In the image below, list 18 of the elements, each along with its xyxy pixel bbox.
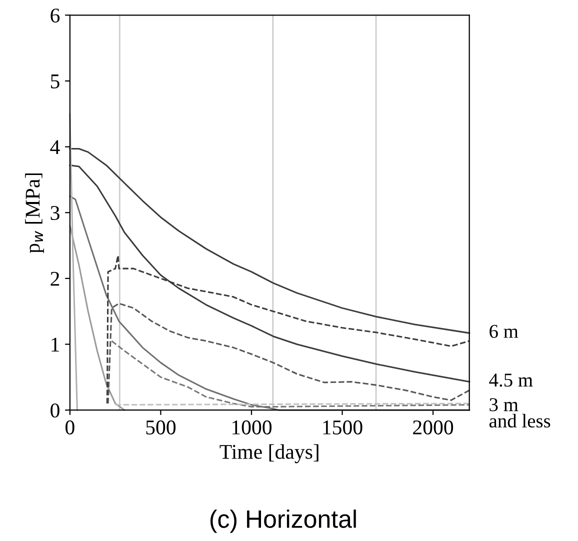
y-axis-title: p$_{w}$ [MPa] <box>25 173 44 254</box>
series-label: 6 m <box>490 324 518 338</box>
x-axis-title: Time [days] <box>220 444 318 464</box>
x-tick-label: 1500 <box>323 420 362 434</box>
y-tick-label: 0 <box>50 403 60 418</box>
x-tick-label: 2000 <box>413 420 454 434</box>
series-label: 4.5 m <box>489 374 533 387</box>
series-label: 3 m and less <box>489 398 550 428</box>
x-tick-label: 500 <box>146 420 176 434</box>
x-tick-label: 1000 <box>232 420 272 434</box>
x-tick-label: 0 <box>66 420 74 434</box>
y-tick-label: 4 <box>50 140 60 154</box>
y-tick-label: 5 <box>51 74 60 88</box>
y-tick-label: 3 <box>50 206 60 220</box>
y-tick-label: 6 <box>50 8 60 23</box>
y-tick-label: 2 <box>50 272 60 286</box>
y-tick-label: 1 <box>52 338 59 352</box>
text: (c) Horizontal <box>210 510 356 533</box>
